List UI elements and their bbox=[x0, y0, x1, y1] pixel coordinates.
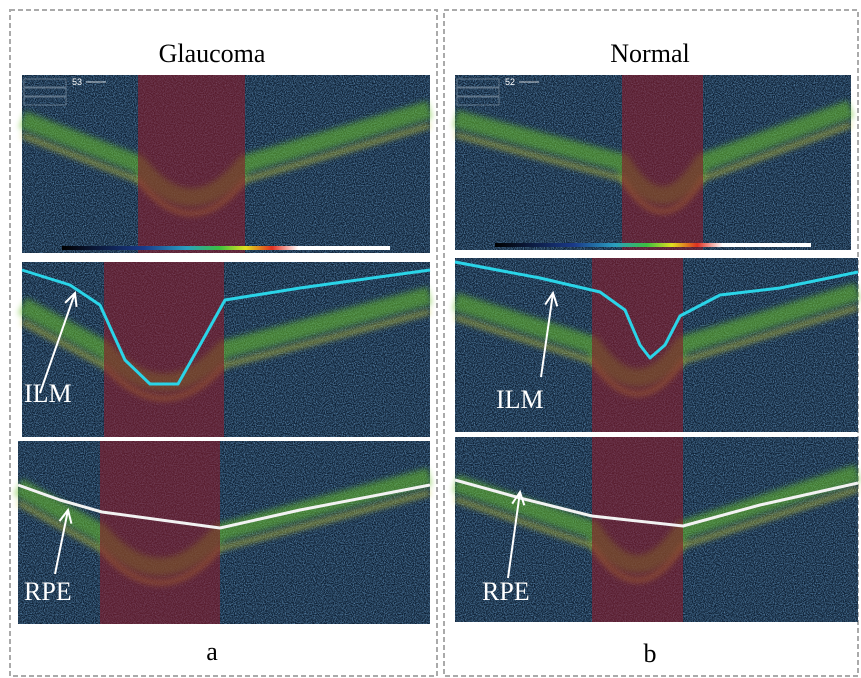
oct-scan: 53 bbox=[22, 75, 430, 253]
color-bar bbox=[495, 243, 811, 247]
rpe-label: RPE bbox=[482, 577, 530, 606]
optic-disc-band bbox=[104, 262, 224, 437]
scan-number: 52 bbox=[505, 77, 515, 87]
figure: Glaucoma 53 ILM RPE a Normal 52 ILM RPE b bbox=[0, 0, 861, 678]
ilm-label: ILM bbox=[496, 385, 544, 414]
optic-disc-band bbox=[100, 441, 220, 624]
optic-disc-band bbox=[592, 258, 683, 432]
ilm-label: ILM bbox=[24, 379, 72, 408]
panel-title: Glaucoma bbox=[159, 39, 266, 68]
rpe-label: RPE bbox=[24, 577, 72, 606]
panel-caption: a bbox=[206, 637, 218, 666]
panel-caption: b bbox=[644, 639, 657, 668]
panel-title: Normal bbox=[610, 39, 689, 68]
scan-number: 53 bbox=[72, 77, 82, 87]
oct-scan bbox=[22, 262, 430, 437]
optic-disc-band bbox=[592, 437, 683, 622]
oct-scan bbox=[18, 441, 430, 624]
color-bar bbox=[62, 246, 390, 250]
optic-disc-band bbox=[138, 75, 245, 253]
oct-scan: 52 bbox=[455, 75, 851, 250]
optic-disc-band bbox=[622, 75, 703, 250]
